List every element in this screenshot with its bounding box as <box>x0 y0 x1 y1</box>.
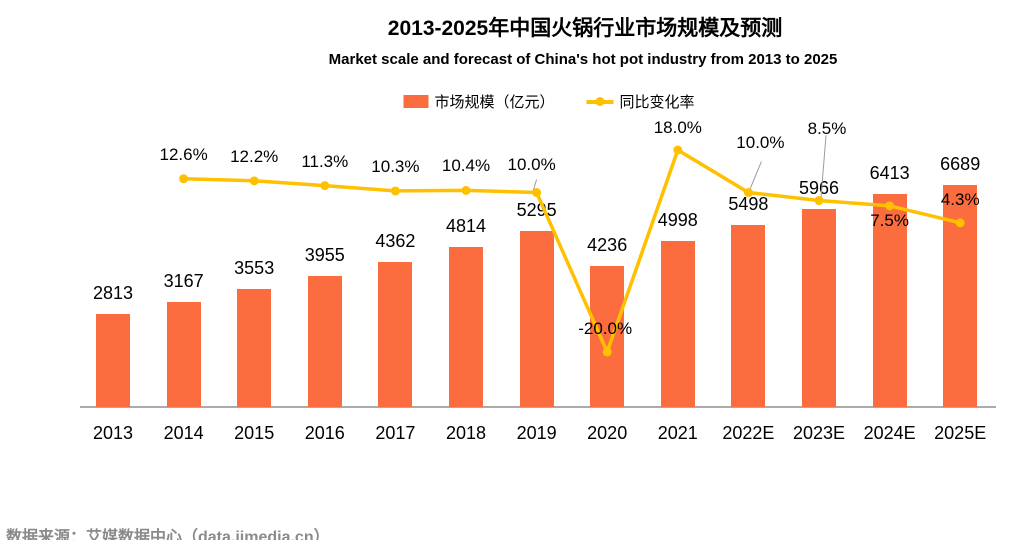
bar-2015 <box>237 289 272 407</box>
x-label-2025E: 2025E <box>934 423 987 443</box>
pct-label-2021: 18.0% <box>653 118 702 137</box>
legend-item-market-scale: 市场规模（亿元） <box>403 91 555 112</box>
pct-label-2017: 10.3% <box>371 156 420 176</box>
legend-item-yoy-rate: 同比变化率 <box>586 91 695 112</box>
yoy-point-2021 <box>673 145 683 155</box>
pct-label-2023E: 8.5% <box>807 118 847 138</box>
x-label-2020: 2020 <box>587 423 628 443</box>
pct-label-2019: 10.0% <box>507 154 556 174</box>
bar-2018 <box>449 247 483 407</box>
x-label-2014: 2014 <box>163 423 204 443</box>
bar-2013 <box>96 313 130 407</box>
x-label-2015: 2015 <box>234 423 275 443</box>
yoy-point-2018 <box>461 185 471 195</box>
value-label-2020: 4236 <box>587 235 628 256</box>
x-label-2019: 2019 <box>516 423 557 443</box>
legend-label: 市场规模（亿元） <box>434 94 555 111</box>
pct-label-2024E: 7.5% <box>870 210 909 230</box>
value-label-2019: 5295 <box>516 200 557 221</box>
yoy-point-2016 <box>320 181 330 191</box>
yoy-point-2019 <box>532 188 542 198</box>
pct-label-2016: 11.3% <box>301 151 349 171</box>
yoy-point-2017 <box>390 186 400 196</box>
bar-2016 <box>307 275 342 407</box>
x-label-2018: 2018 <box>445 423 487 443</box>
value-label-2025E: 6689 <box>940 154 981 174</box>
pct-label-2022E: 10.0% <box>736 132 785 152</box>
yoy-point-2015 <box>249 176 259 186</box>
line-series-swatch-icon <box>586 96 614 106</box>
leader-line-2019 <box>532 179 538 193</box>
pct-label-2020: -20.0% <box>578 319 633 339</box>
chart-title: 2013-2025年中国火锅行业市场规模及预测 <box>387 17 783 40</box>
bar-2014 <box>166 301 201 407</box>
pct-label-2025E: 4.3% <box>940 189 980 209</box>
yoy-point-2014 <box>179 174 189 184</box>
pct-label-2018: 10.4% <box>441 156 491 176</box>
bar-series-swatch-icon <box>403 95 429 108</box>
bar-2021 <box>660 241 695 407</box>
legend-label: 同比变化率 <box>619 94 695 111</box>
pct-label-2015: 12.2% <box>230 146 279 166</box>
x-label-2013: 2013 <box>92 423 134 443</box>
chart-subtitle: Market scale and forecast of China's hot… <box>328 51 838 68</box>
bar-2017 <box>378 262 413 407</box>
x-label-2017: 2017 <box>375 423 416 443</box>
bar-2023E <box>802 208 836 407</box>
x-axis-line <box>80 406 996 408</box>
source-note: 数据来源：艾媒数据中心（data.iimedia.cn） <box>6 529 330 540</box>
value-label-2013: 2813 <box>92 282 134 303</box>
x-label-2023E: 2023E <box>792 423 846 443</box>
leader-line-2022E <box>748 161 762 191</box>
bar-2025E <box>943 185 978 407</box>
x-label-2021: 2021 <box>657 423 698 443</box>
x-label-2016: 2016 <box>304 423 345 443</box>
pct-label-2014: 12.6% <box>159 144 208 164</box>
x-label-2024E: 2024E <box>863 423 916 443</box>
x-label-2022E: 2022E <box>722 423 775 443</box>
legend: 市场规模（亿元） 同比变化率 <box>403 91 695 112</box>
line-series-dot-icon <box>595 96 605 106</box>
bar-2022E <box>731 224 766 407</box>
bar-2019 <box>519 231 554 407</box>
